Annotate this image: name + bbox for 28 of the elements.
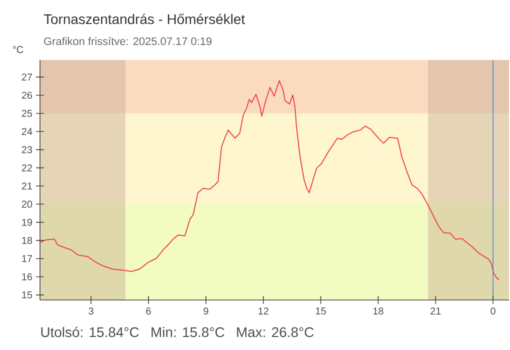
x-tick-label: 12 bbox=[258, 308, 268, 314]
x-tick-label: 6 bbox=[146, 308, 151, 315]
y-tick-label: 23 bbox=[22, 146, 32, 154]
y-tick-label: 22 bbox=[22, 164, 32, 172]
y-tick-label: 19 bbox=[22, 218, 32, 226]
chart-title: Tornaszentandrás - Hőmérséklet bbox=[44, 14, 245, 24]
text: Max: 26.8°C bbox=[237, 327, 314, 338]
x-tick-label: 3 bbox=[88, 308, 94, 315]
y-tick-label: 20 bbox=[22, 200, 32, 208]
y-tick-label: 15 bbox=[22, 291, 32, 298]
x-tick-label: 15 bbox=[316, 308, 326, 314]
y-tick-label: 25 bbox=[22, 110, 32, 117]
x-tick-label: 0 bbox=[490, 308, 496, 315]
line-series bbox=[40, 80, 500, 280]
x-tick-label: 9 bbox=[204, 308, 208, 315]
text: Utolsó: 15.84°C bbox=[41, 326, 139, 338]
x-tick-label: 21 bbox=[430, 308, 441, 314]
y-tick-label: 26 bbox=[22, 92, 32, 99]
y-tick-label: 18 bbox=[22, 236, 32, 244]
y-tick-label: 24 bbox=[22, 128, 32, 136]
y-tick-label: 27 bbox=[22, 74, 32, 81]
y-tick-label: 16 bbox=[22, 273, 32, 280]
text: Min: 15.8°C bbox=[152, 326, 224, 338]
x-tick-label: 18 bbox=[373, 308, 384, 315]
chart-subtitle: Grafikon frissítve: 2025.07.17 0:19 bbox=[44, 36, 212, 46]
y-tick-label: 17 bbox=[22, 255, 32, 262]
y-tick-label: 21 bbox=[22, 182, 32, 190]
y-axis-title: °C bbox=[13, 46, 24, 54]
